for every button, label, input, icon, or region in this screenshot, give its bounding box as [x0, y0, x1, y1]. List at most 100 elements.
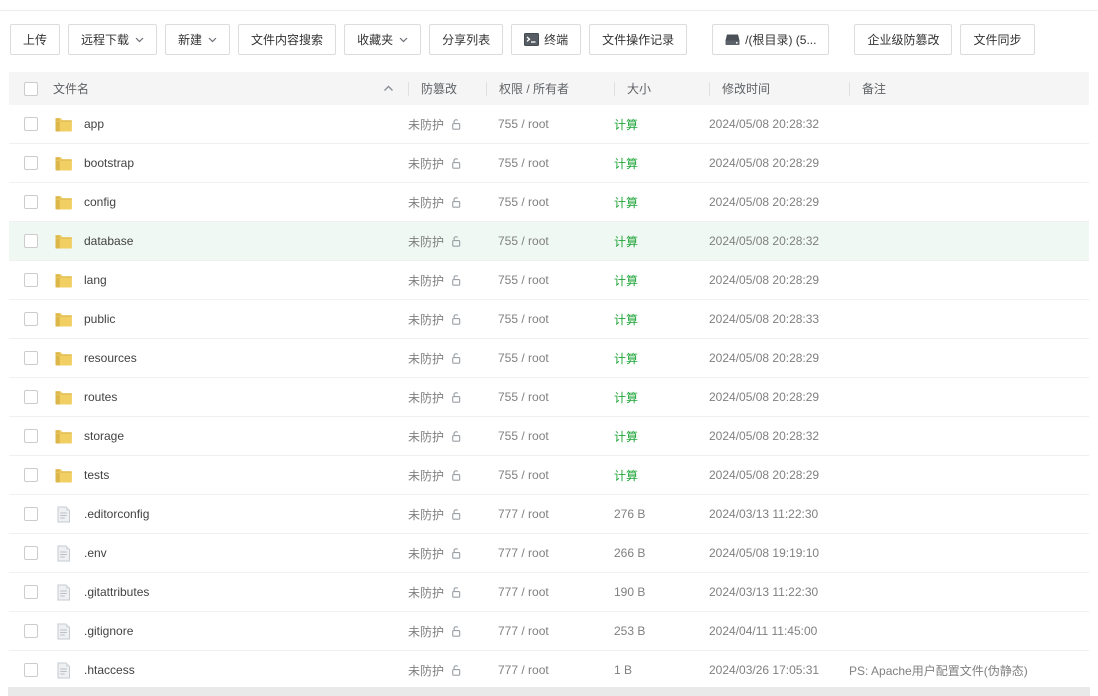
upload-button[interactable]: 上传 [10, 24, 61, 55]
file-name[interactable]: database [84, 234, 134, 248]
file-name[interactable]: .editorconfig [84, 507, 150, 521]
table-row[interactable]: database 未防护 755 / root 计算 2024/05/08 20… [9, 222, 1089, 261]
size-cell: 266 B [614, 546, 709, 560]
table-row[interactable]: lang 未防护 755 / root 计算 2024/05/08 20:28:… [9, 261, 1089, 300]
file-name[interactable]: app [84, 117, 105, 131]
row-checkbox[interactable] [24, 546, 38, 560]
row-checkbox[interactable] [24, 624, 38, 638]
unlock-icon[interactable] [449, 196, 462, 209]
unlock-icon[interactable] [449, 157, 462, 170]
file-name[interactable]: bootstrap [84, 156, 135, 170]
remote-download-button[interactable]: 远程下载 [68, 24, 158, 55]
file-icon [53, 506, 73, 523]
file-name[interactable]: storage [84, 429, 125, 443]
calc-size-link[interactable]: 计算 [614, 195, 639, 210]
table-row[interactable]: public 未防护 755 / root 计算 2024/05/08 20:2… [9, 300, 1089, 339]
favorites-button[interactable]: 收藏夹 [344, 24, 422, 55]
header-filename[interactable]: 文件名 [53, 82, 408, 96]
row-checkbox[interactable] [24, 312, 38, 326]
sort-up-icon[interactable] [383, 85, 394, 92]
toolbar-button-label: 终端 [544, 33, 569, 47]
row-checkbox[interactable] [24, 195, 38, 209]
file-name[interactable]: .gitattributes [84, 585, 150, 599]
row-checkbox[interactable] [24, 351, 38, 365]
calc-size-link[interactable]: 计算 [614, 117, 639, 132]
unlock-icon[interactable] [449, 547, 462, 560]
calc-size-link[interactable]: 计算 [614, 273, 639, 288]
row-checkbox[interactable] [24, 429, 38, 443]
file-sync-button[interactable]: 文件同步 [960, 24, 1035, 55]
folder-icon [53, 194, 73, 211]
toolbar-button-label: 企业级防篡改 [867, 33, 940, 47]
table-row[interactable]: .editorconfig 未防护 777 / root 276 B 2024/… [9, 495, 1089, 534]
tamper-proof-button[interactable]: 企业级防篡改 [854, 24, 953, 55]
file-operation-log-button[interactable]: 文件操作记录 [589, 24, 688, 55]
unlock-icon[interactable] [449, 352, 462, 365]
file-name[interactable]: resources [84, 351, 137, 365]
name-cell: bootstrap [53, 155, 408, 172]
table-row[interactable]: .gitattributes 未防护 777 / root 190 B 2024… [9, 573, 1089, 612]
root-directory-button[interactable]: /(根目录) (5... [712, 24, 830, 55]
file-size: 190 B [614, 585, 646, 599]
table-row[interactable]: .gitignore 未防护 777 / root 253 B 2024/04/… [9, 612, 1089, 651]
row-checkbox[interactable] [24, 585, 38, 599]
table-row[interactable]: bootstrap 未防护 755 / root 计算 2024/05/08 2… [9, 144, 1089, 183]
row-checkbox[interactable] [24, 468, 38, 482]
row-checkbox[interactable] [24, 273, 38, 287]
table-row[interactable]: .env 未防护 777 / root 266 B 2024/05/08 19:… [9, 534, 1089, 573]
file-name[interactable]: .gitignore [84, 624, 134, 638]
terminal-button[interactable]: 终端 [511, 24, 582, 55]
row-checkbox[interactable] [24, 234, 38, 248]
unlock-icon[interactable] [449, 313, 462, 326]
unlock-icon[interactable] [449, 235, 462, 248]
new-button[interactable]: 新建 [165, 24, 231, 55]
modified-time: 2024/05/08 20:28:29 [709, 351, 820, 365]
unlock-icon[interactable] [449, 118, 462, 131]
table-row[interactable]: config 未防护 755 / root 计算 2024/05/08 20:2… [9, 183, 1089, 222]
row-checkbox[interactable] [24, 390, 38, 404]
permission-owner: 777 / root [498, 663, 549, 677]
file-name[interactable]: routes [84, 390, 118, 404]
row-checkbox[interactable] [24, 663, 38, 677]
calc-size-link[interactable]: 计算 [614, 351, 639, 366]
table-row[interactable]: storage 未防护 755 / root 计算 2024/05/08 20:… [9, 417, 1089, 456]
unlock-icon[interactable] [449, 391, 462, 404]
calc-size-link[interactable]: 计算 [614, 156, 639, 171]
unlock-icon[interactable] [449, 274, 462, 287]
file-name[interactable]: lang [84, 273, 107, 287]
modified-time: 2024/05/08 20:28:29 [709, 468, 820, 482]
file-icon [53, 584, 73, 601]
share-list-button[interactable]: 分享列表 [429, 24, 504, 55]
table-row[interactable]: resources 未防护 755 / root 计算 2024/05/08 2… [9, 339, 1089, 378]
name-cell: storage [53, 428, 408, 445]
unlock-icon[interactable] [449, 586, 462, 599]
calc-size-link[interactable]: 计算 [614, 312, 639, 327]
calc-size-link[interactable]: 计算 [614, 429, 639, 444]
content-search-button[interactable]: 文件内容搜索 [238, 24, 337, 55]
table-row[interactable]: routes 未防护 755 / root 计算 2024/05/08 20:2… [9, 378, 1089, 417]
file-name[interactable]: .env [84, 546, 107, 560]
file-name[interactable]: .htaccess [84, 663, 135, 677]
row-checkbox[interactable] [24, 156, 38, 170]
permission-owner: 777 / root [498, 507, 549, 521]
tamper-status: 未防护 [408, 390, 445, 405]
unlock-icon[interactable] [449, 508, 462, 521]
unlock-icon[interactable] [449, 664, 462, 677]
select-all-checkbox[interactable] [24, 81, 38, 96]
row-checkbox[interactable] [24, 507, 38, 521]
table-row[interactable]: app 未防护 755 / root 计算 2024/05/08 20:28:3… [9, 105, 1089, 144]
unlock-icon[interactable] [449, 469, 462, 482]
unlock-icon[interactable] [449, 430, 462, 443]
calc-size-link[interactable]: 计算 [614, 390, 639, 405]
file-name[interactable]: public [84, 312, 116, 326]
remark: PS: Apache用户配置文件(伪静态) [849, 663, 1028, 678]
table-row[interactable]: tests 未防护 755 / root 计算 2024/05/08 20:28… [9, 456, 1089, 495]
file-name[interactable]: tests [84, 468, 110, 482]
calc-size-link[interactable]: 计算 [614, 468, 639, 483]
unlock-icon[interactable] [449, 625, 462, 638]
calc-size-link[interactable]: 计算 [614, 234, 639, 249]
name-cell: app [53, 116, 408, 133]
row-checkbox[interactable] [24, 117, 38, 131]
table-row[interactable]: .htaccess 未防护 777 / root 1 B 2024/03/26 … [9, 651, 1089, 690]
file-name[interactable]: config [84, 195, 117, 209]
